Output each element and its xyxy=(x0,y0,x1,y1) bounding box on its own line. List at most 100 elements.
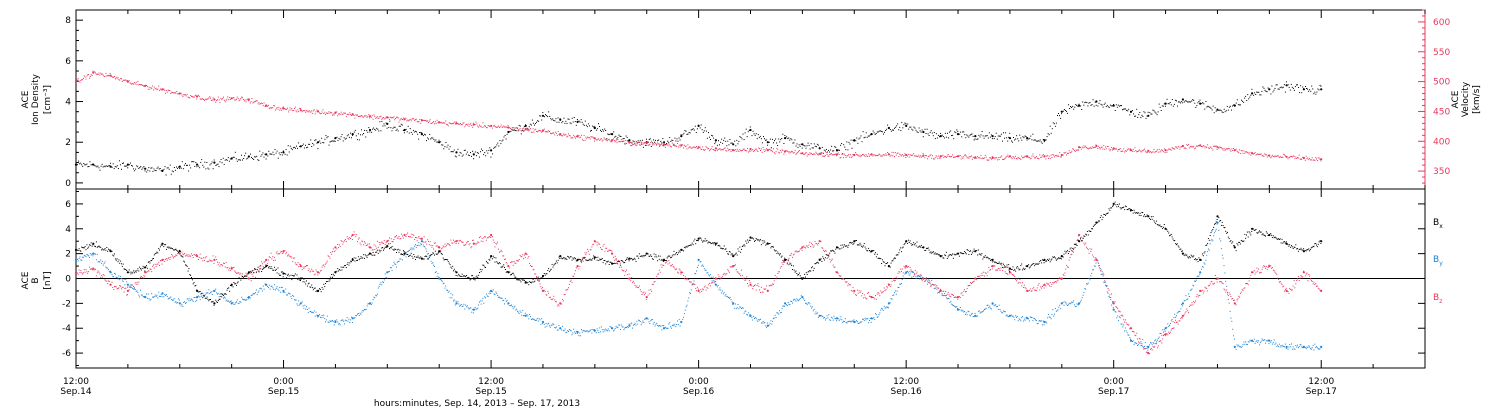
fill-dot-b-y xyxy=(962,309,964,311)
fill-dot-velocity xyxy=(229,98,231,100)
fill-dot-ion-density xyxy=(224,159,226,161)
fill-dot-velocity xyxy=(718,148,720,150)
fill-dot-b-z xyxy=(122,286,124,288)
fill-dot-b-y xyxy=(849,321,851,323)
fill-dot-ion-density xyxy=(1063,109,1065,110)
fill-dot-velocity xyxy=(903,155,905,156)
fill-dot-velocity xyxy=(276,106,278,108)
fill-dot-velocity xyxy=(773,152,775,154)
fill-dot-b-z xyxy=(302,266,304,268)
fill-dot-b-y xyxy=(498,296,499,298)
fill-dot-b-y xyxy=(131,284,133,286)
fill-dot-b-z xyxy=(608,249,610,251)
fill-dot-ion-density xyxy=(286,154,288,156)
fill-dot-ion-density xyxy=(1150,113,1152,115)
fill-dot-ion-density xyxy=(716,144,718,146)
fill-dot-velocity xyxy=(372,118,374,120)
fill-dot-velocity xyxy=(170,93,172,94)
fill-dot-ion-density xyxy=(354,129,356,131)
data-point-b-z xyxy=(991,265,994,268)
fill-dot-ion-density xyxy=(461,155,463,157)
fill-dot-ion-density xyxy=(925,133,927,134)
data-point-b-z xyxy=(1233,302,1236,305)
fill-dot-velocity xyxy=(905,157,907,158)
fill-dot-velocity xyxy=(690,146,691,148)
fill-dot-velocity xyxy=(908,156,910,158)
fill-dot-b-z xyxy=(609,249,611,251)
fill-dot-b-y xyxy=(1240,347,1242,348)
fill-dot-b-z xyxy=(296,264,298,266)
fill-dot-b-y xyxy=(663,325,665,327)
fill-dot-ion-density xyxy=(94,165,96,167)
fill-dot-ion-density xyxy=(416,131,417,133)
fill-dot-ion-density xyxy=(1157,111,1159,113)
fill-dot-ion-density xyxy=(954,131,956,133)
fill-dot-ion-density xyxy=(1029,137,1031,139)
fill-dot-b-z xyxy=(132,284,134,286)
fill-dot-b-z xyxy=(650,289,652,291)
fill-dot-b-y xyxy=(534,319,536,321)
fill-dot-ion-density xyxy=(424,133,425,135)
fill-dot-b-y xyxy=(832,319,834,321)
fill-dot-velocity xyxy=(688,147,690,149)
fill-dot-velocity xyxy=(686,148,688,150)
fill-dot-velocity xyxy=(746,150,748,152)
fill-dot-b-y xyxy=(867,318,869,320)
fill-dot-ion-density xyxy=(1317,88,1319,90)
fill-dot-ion-density xyxy=(298,142,300,144)
fill-dot-b-y xyxy=(150,298,152,300)
data-point-b-y xyxy=(386,271,389,274)
fill-dot-b-y xyxy=(1112,302,1113,304)
fill-dot-b-z xyxy=(670,265,672,267)
data-point-ion-density xyxy=(524,124,527,127)
fill-dot-velocity xyxy=(963,156,965,158)
data-point-velocity xyxy=(92,71,95,74)
fill-dot-velocity xyxy=(108,75,110,77)
fill-dot-b-y xyxy=(1219,238,1221,240)
fill-dot-b-y xyxy=(158,291,160,293)
fill-dot-ion-density xyxy=(743,139,745,141)
fill-dot-b-y xyxy=(1146,346,1148,348)
fill-dot-velocity xyxy=(300,108,301,109)
fill-dot-b-y xyxy=(107,267,109,269)
fill-dot-b-y xyxy=(1318,348,1320,350)
fill-dot-ion-density xyxy=(877,131,879,133)
fill-dot-b-y xyxy=(1172,321,1174,323)
fill-dot-velocity xyxy=(485,125,486,127)
fill-dot-velocity xyxy=(101,73,103,75)
fill-dot-velocity xyxy=(809,152,811,154)
fill-dot-ion-density xyxy=(222,157,224,159)
fill-dot-b-z xyxy=(412,234,414,235)
fill-dot-velocity xyxy=(636,144,638,146)
fill-dot-velocity xyxy=(535,128,537,130)
fill-dot-velocity xyxy=(891,151,893,153)
fill-dot-ion-density xyxy=(1005,132,1007,134)
fill-dot-ion-density xyxy=(948,137,949,139)
fill-dot-velocity xyxy=(924,157,926,159)
fill-dot-ion-density xyxy=(433,138,435,140)
fill-dot-ion-density xyxy=(490,156,492,158)
fill-dot-velocity xyxy=(135,81,137,83)
fill-dot-b-z xyxy=(580,260,582,262)
fill-dot-velocity xyxy=(814,154,816,156)
fill-dot-velocity xyxy=(1265,154,1266,156)
fill-dot-b-z xyxy=(409,236,411,238)
fill-dot-velocity xyxy=(1119,148,1121,149)
fill-dot-ion-density xyxy=(374,128,376,130)
fill-dot-b-z xyxy=(292,261,294,263)
fill-dot-ion-density xyxy=(1189,101,1191,103)
fill-dot-b-z xyxy=(257,270,259,272)
fill-dot-ion-density xyxy=(1068,104,1069,106)
fill-dot-velocity xyxy=(273,105,275,106)
fill-dot-ion-density xyxy=(159,168,161,169)
data-point-velocity xyxy=(1129,149,1133,152)
fill-dot-b-y xyxy=(295,299,297,301)
fill-dot-ion-density xyxy=(655,139,656,141)
fill-dot-velocity xyxy=(945,157,947,158)
fill-dot-b-y xyxy=(285,288,287,290)
fill-dot-b-z xyxy=(172,257,174,259)
fill-dot-velocity xyxy=(143,85,145,87)
fill-dot-ion-density xyxy=(381,120,383,122)
fill-dot-ion-density xyxy=(611,133,613,135)
fill-dot-b-y xyxy=(600,326,602,328)
